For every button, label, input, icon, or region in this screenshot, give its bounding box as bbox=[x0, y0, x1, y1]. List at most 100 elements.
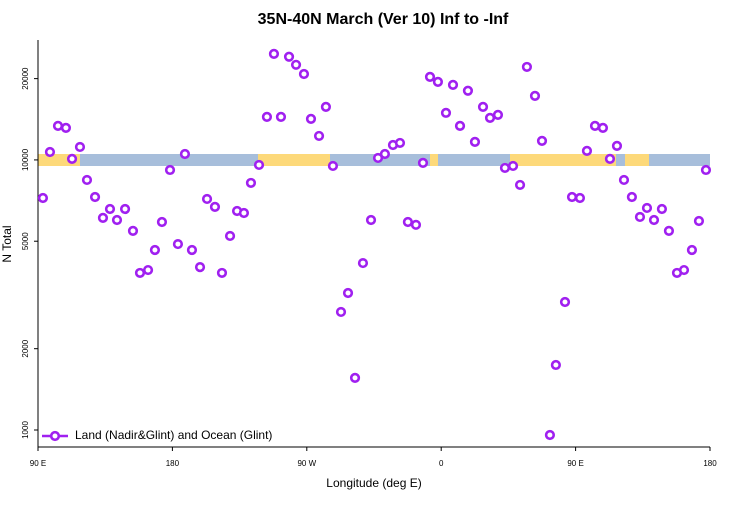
data-point bbox=[179, 148, 191, 160]
data-point bbox=[104, 203, 116, 215]
data-point bbox=[521, 61, 533, 73]
data-point bbox=[172, 238, 184, 250]
data-point bbox=[201, 193, 213, 205]
data-point bbox=[626, 191, 637, 203]
data-point bbox=[641, 202, 653, 214]
data-point bbox=[678, 264, 690, 276]
data-point bbox=[52, 120, 64, 131]
data-point bbox=[597, 122, 609, 133]
data-point bbox=[700, 164, 712, 176]
data-point bbox=[447, 79, 459, 90]
data-point bbox=[410, 219, 422, 230]
chart-title: 35N-40N March (Ver 10) Inf to -Inf bbox=[258, 11, 509, 28]
data-point bbox=[365, 214, 377, 226]
data-point bbox=[149, 244, 161, 256]
data-point bbox=[186, 244, 198, 256]
data-point bbox=[484, 112, 496, 123]
data-point bbox=[298, 68, 310, 80]
data-point bbox=[335, 306, 347, 318]
data-point bbox=[656, 203, 668, 215]
legend-marker bbox=[49, 430, 61, 442]
data-point bbox=[342, 287, 354, 299]
data-point bbox=[224, 230, 236, 242]
data-point bbox=[611, 140, 623, 151]
data-point bbox=[290, 59, 302, 70]
data-point bbox=[514, 179, 526, 191]
y-axis-label: N Total bbox=[0, 225, 14, 262]
x-axis-label: Longitude (deg E) bbox=[326, 476, 421, 490]
data-point bbox=[305, 113, 317, 124]
data-point bbox=[462, 85, 474, 96]
data-point bbox=[268, 48, 280, 59]
data-point bbox=[134, 267, 146, 279]
data-point bbox=[477, 101, 489, 112]
data-point bbox=[313, 130, 325, 142]
y-tick-label: 2000 bbox=[21, 339, 30, 357]
x-tick-label: 0 bbox=[439, 459, 444, 468]
data-point bbox=[492, 109, 504, 120]
data-point bbox=[164, 164, 176, 176]
data-point bbox=[156, 216, 168, 228]
x-tick-label: 90 E bbox=[30, 459, 46, 468]
data-point bbox=[245, 177, 257, 189]
data-point bbox=[44, 146, 56, 158]
data-point bbox=[74, 141, 86, 153]
x-tick-label: 90 E bbox=[567, 459, 583, 468]
data-point bbox=[37, 192, 49, 204]
data-point bbox=[693, 215, 705, 227]
data-point bbox=[581, 145, 593, 156]
data-point bbox=[320, 101, 332, 112]
data-point bbox=[111, 214, 123, 226]
data-point bbox=[81, 174, 93, 186]
data-point bbox=[394, 137, 406, 149]
data-point bbox=[663, 225, 675, 236]
data-point bbox=[283, 51, 295, 62]
x-tick-label: 90 W bbox=[297, 459, 316, 468]
data-point bbox=[97, 212, 109, 223]
data-point bbox=[529, 90, 541, 102]
data-point bbox=[127, 225, 139, 236]
data-point bbox=[618, 174, 630, 186]
data-point bbox=[349, 372, 361, 384]
data-point bbox=[216, 267, 228, 279]
data-point bbox=[417, 157, 429, 168]
y-tick-label: 1000 bbox=[21, 421, 30, 439]
legend-label: Land (Nadir&Glint) and Ocean (Glint) bbox=[75, 428, 272, 442]
data-point bbox=[327, 160, 339, 172]
data-point bbox=[379, 148, 391, 160]
y-tick-label: 5000 bbox=[21, 232, 30, 250]
data-point bbox=[440, 107, 452, 118]
data-point bbox=[89, 191, 101, 203]
data-point bbox=[261, 111, 273, 123]
data-point bbox=[238, 207, 250, 219]
data-point bbox=[253, 159, 265, 171]
data-point bbox=[686, 244, 698, 256]
data-point bbox=[275, 111, 287, 123]
data-point bbox=[142, 264, 154, 276]
data-point bbox=[60, 122, 72, 133]
data-point bbox=[634, 211, 646, 223]
data-point bbox=[536, 135, 548, 147]
data-point bbox=[544, 429, 556, 441]
y-tick-label: 10000 bbox=[21, 148, 30, 171]
x-tick-label: 180 bbox=[703, 459, 717, 468]
data-point bbox=[589, 120, 601, 131]
data-point bbox=[574, 192, 586, 204]
data-point bbox=[648, 214, 660, 226]
data-point bbox=[454, 120, 466, 131]
data-point bbox=[499, 162, 511, 174]
data-point bbox=[507, 160, 519, 172]
data-point bbox=[566, 191, 578, 203]
data-point bbox=[357, 257, 369, 269]
data-point bbox=[559, 296, 571, 308]
data-point bbox=[209, 201, 221, 212]
data-point bbox=[424, 71, 436, 82]
x-tick-label: 180 bbox=[166, 459, 180, 468]
data-point bbox=[402, 216, 413, 228]
data-point bbox=[119, 203, 131, 215]
y-tick-label: 20000 bbox=[21, 67, 30, 90]
data-point bbox=[604, 153, 616, 164]
data-point bbox=[66, 153, 78, 164]
data-point bbox=[550, 359, 561, 371]
